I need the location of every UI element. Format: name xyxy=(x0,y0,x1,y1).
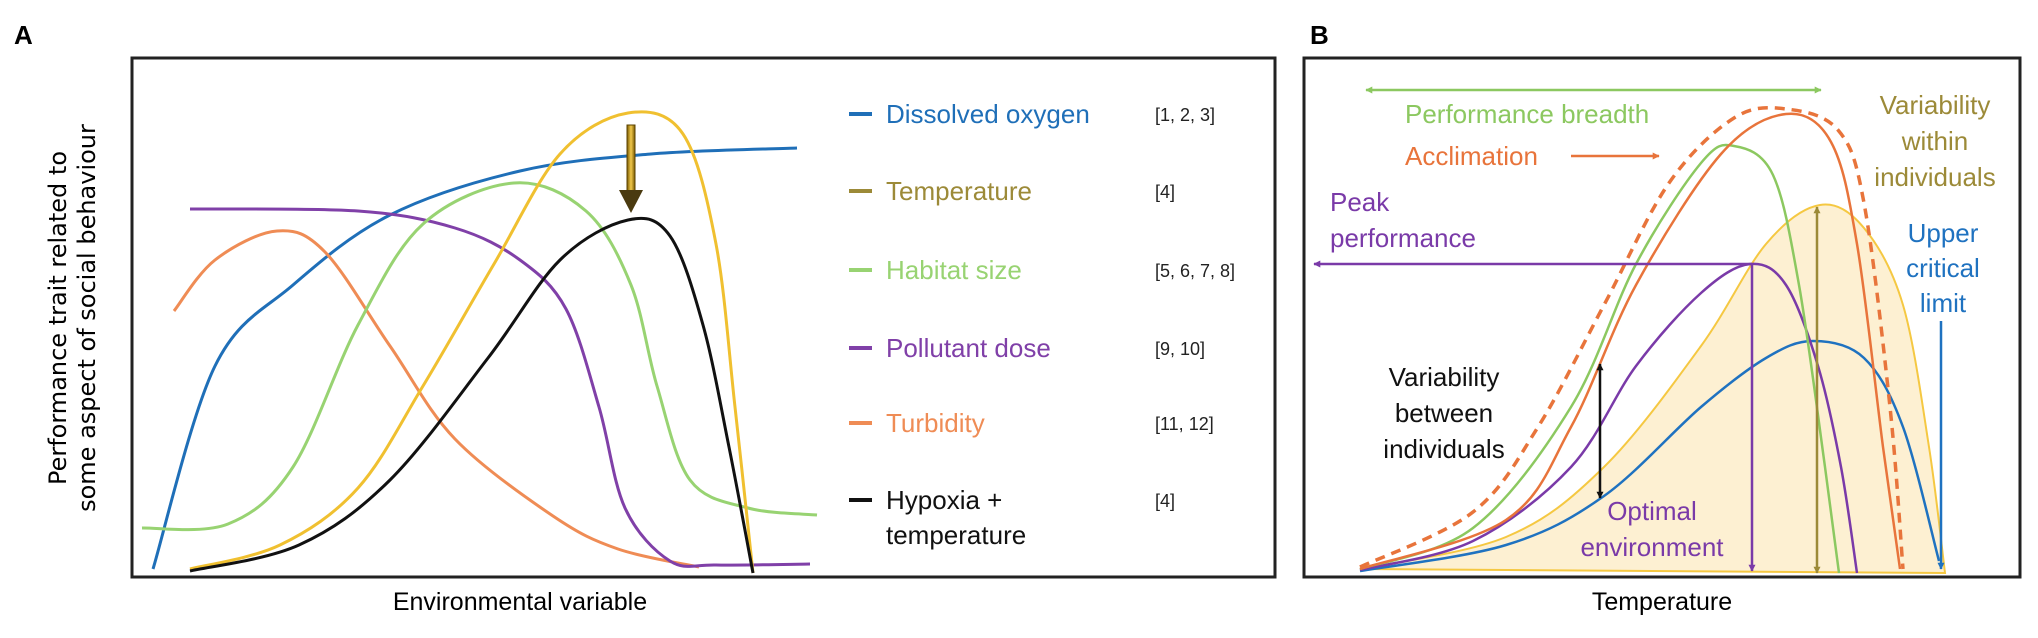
legend-label: Temperature xyxy=(886,176,1032,206)
habitat-size-curve xyxy=(141,181,818,532)
panel-b-x-axis-label: Temperature xyxy=(1592,588,1732,616)
peak-performance-label: Peak performance xyxy=(1330,187,1476,253)
purple-performance-curve xyxy=(1359,262,1859,574)
legend-label: Habitat size xyxy=(886,255,1022,285)
svg-text:temperature: temperature xyxy=(886,520,1026,550)
legend-refs: [4] xyxy=(1155,491,1175,511)
panel-b-frame xyxy=(1302,56,2022,579)
acclimation-label: Acclimation xyxy=(1405,141,1538,171)
upper-critical-limit-label: Upper critical limit xyxy=(1906,218,1980,318)
svg-text:Performance trait related to: Performance trait related to xyxy=(44,151,72,485)
performance-envelope-fill xyxy=(1359,203,1947,575)
panel-b-curves xyxy=(1313,86,1947,575)
orange-performance-curve xyxy=(1359,112,1902,571)
temperature-shift-arrow-icon xyxy=(619,124,643,213)
svg-text:individuals: individuals xyxy=(1874,162,1995,192)
legend-item: Habitat size [5, 6, 7, 8] xyxy=(849,255,1235,285)
optimal-environment-label: Optimal environment xyxy=(1580,496,1724,562)
svg-text:within: within xyxy=(1901,126,1968,156)
blue-performance-curve xyxy=(1359,339,1941,573)
temperature-curve xyxy=(189,110,755,574)
svg-text:Upper: Upper xyxy=(1908,218,1979,248)
legend-label: Hypoxia + temperature xyxy=(886,485,1026,550)
variability-between-label: Variability between individuals xyxy=(1383,362,1504,464)
legend-item: Temperature [4] xyxy=(849,176,1175,206)
svg-text:Peak: Peak xyxy=(1330,187,1390,217)
turbidity-curve xyxy=(172,229,700,569)
legend-label: Pollutant dose xyxy=(886,333,1051,363)
panel-b-label: B xyxy=(1310,20,1329,50)
legend-item: Hypoxia + temperature [4] xyxy=(849,485,1175,550)
svg-text:Hypoxia +: Hypoxia + xyxy=(886,485,1002,515)
legend-item: Dissolved oxygen [1, 2, 3] xyxy=(849,99,1215,129)
pollutant-dose-curve xyxy=(189,207,811,568)
dissolved-oxygen-curve xyxy=(151,146,798,570)
svg-text:Variability: Variability xyxy=(1880,90,1991,120)
acclimated-performance-curve-dashed xyxy=(1359,105,1905,570)
legend-item: Pollutant dose [9, 10] xyxy=(849,333,1205,363)
panel-a-frame xyxy=(130,56,1277,579)
svg-text:some aspect of social behaviou: some aspect of social behaviour xyxy=(73,124,101,512)
svg-text:Variability: Variability xyxy=(1389,362,1500,392)
panel-a-x-axis-label: Environmental variable xyxy=(393,588,647,616)
panel-a-label: A xyxy=(14,20,33,50)
panel-a: A Performance trait related to some aspe… xyxy=(14,20,1277,616)
performance-breadth-label: Performance breadth xyxy=(1405,99,1649,129)
legend-label: Turbidity xyxy=(886,408,985,438)
svg-text:environment: environment xyxy=(1580,532,1724,562)
svg-text:individuals: individuals xyxy=(1383,434,1504,464)
svg-text:Optimal: Optimal xyxy=(1607,496,1697,526)
panel-b: B Temperature Performance breadth Acclima… xyxy=(1302,20,2022,616)
svg-text:critical: critical xyxy=(1906,253,1980,283)
panel-a-y-axis-label: Performance trait related to some aspect… xyxy=(44,124,101,512)
variability-within-label: Variability within individuals xyxy=(1874,90,1995,192)
svg-text:performance: performance xyxy=(1330,223,1476,253)
panel-b-annotations: Performance breadth Acclimation Peak perfor… xyxy=(1330,90,1996,562)
svg-text:between: between xyxy=(1395,398,1493,428)
panel-a-curves xyxy=(141,110,818,574)
legend-item: Turbidity [11, 12] xyxy=(849,408,1214,438)
legend-refs: [4] xyxy=(1155,182,1175,202)
legend-refs: [11, 12] xyxy=(1155,414,1214,434)
legend-refs: [9, 10] xyxy=(1155,339,1205,359)
hypoxia-temperature-curve xyxy=(189,216,755,574)
legend-refs: [5, 6, 7, 8] xyxy=(1155,261,1235,281)
legend-refs: [1, 2, 3] xyxy=(1155,105,1215,125)
legend-label: Dissolved oxygen xyxy=(886,99,1090,129)
svg-text:limit: limit xyxy=(1920,288,1967,318)
panel-a-legend: Dissolved oxygen [1, 2, 3]Temperature [4]H… xyxy=(849,99,1235,550)
